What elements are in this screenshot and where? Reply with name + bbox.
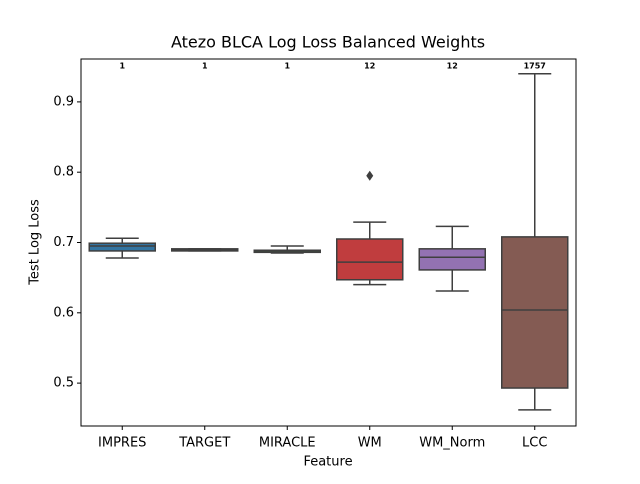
x-tick-label: WM_Norm xyxy=(419,436,485,451)
flier xyxy=(366,170,374,181)
count-label: 1 xyxy=(202,62,208,71)
x-tick-label: LCC xyxy=(522,436,547,451)
count-label: 1757 xyxy=(524,62,546,71)
y-tick-label: 0.7 xyxy=(53,235,74,250)
x-tick-label: TARGET xyxy=(178,436,230,451)
y-tick-label: 0.5 xyxy=(53,376,74,391)
count-label: 1 xyxy=(119,62,125,71)
count-label: 12 xyxy=(364,62,375,71)
x-tick-label: MIRACLE xyxy=(259,436,316,451)
y-axis-label: Test Log Loss xyxy=(28,199,43,286)
x-tick-label: WM xyxy=(358,436,382,451)
x-axis-label: Feature xyxy=(303,455,352,470)
y-tick-label: 0.8 xyxy=(53,165,74,180)
box xyxy=(88,242,156,252)
box xyxy=(336,238,404,281)
x-tick-label: IMPRES xyxy=(98,436,146,451)
count-label: 1 xyxy=(284,62,290,71)
count-label: 12 xyxy=(447,62,458,71)
box xyxy=(418,248,486,271)
chart-title: Atezo BLCA Log Loss Balanced Weights xyxy=(171,33,485,52)
y-tick-label: 0.6 xyxy=(53,305,74,320)
y-tick-label: 0.9 xyxy=(53,94,74,109)
box xyxy=(501,236,569,389)
